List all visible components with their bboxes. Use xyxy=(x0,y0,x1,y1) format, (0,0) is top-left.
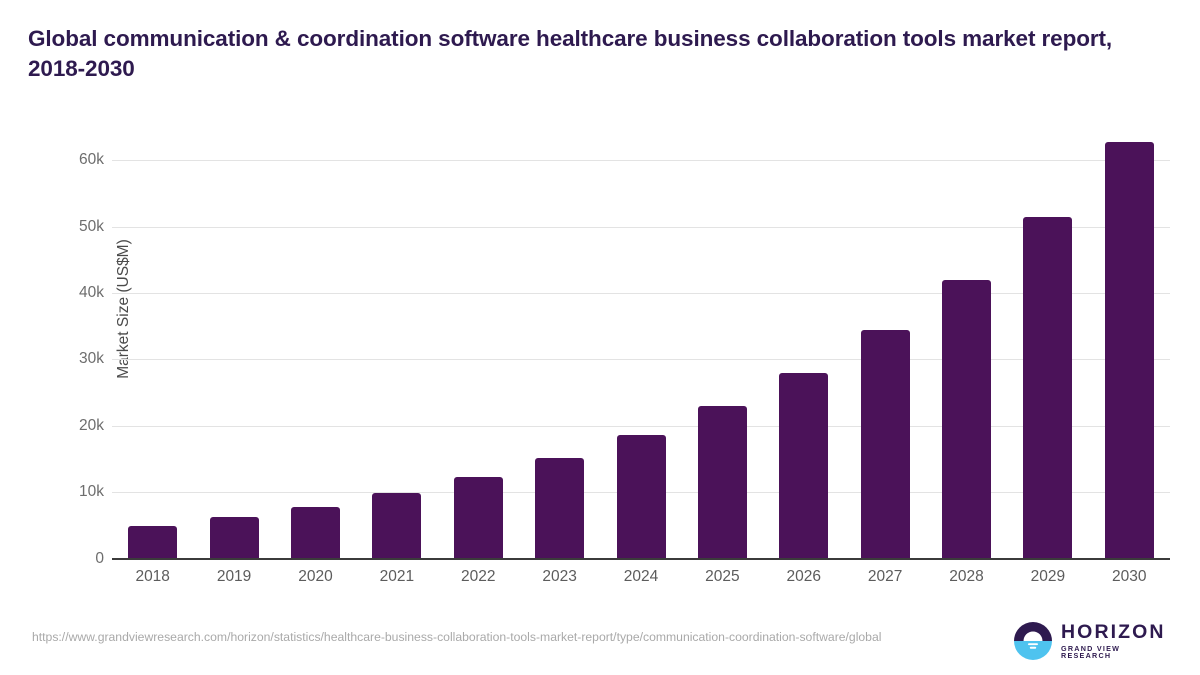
bar[interactable] xyxy=(453,476,503,559)
y-axis-tick-label: 0 xyxy=(95,549,104,567)
x-axis-tick-label: 2027 xyxy=(867,568,903,585)
bar[interactable] xyxy=(860,330,910,559)
x-axis-tick-label: 2024 xyxy=(623,568,659,585)
logo-name: HORIZON xyxy=(1061,620,1166,643)
x-axis-tick-label: 2023 xyxy=(542,568,577,585)
y-axis-tick-label: 60k xyxy=(79,151,104,169)
bar[interactable] xyxy=(942,280,992,559)
bar[interactable] xyxy=(128,525,178,559)
chart-title: Global communication & coordination soft… xyxy=(28,26,1113,81)
bar[interactable] xyxy=(616,435,666,559)
y-axis-tick-label: 10k xyxy=(79,483,104,501)
bar[interactable] xyxy=(372,492,422,559)
y-axis-tick-label: 20k xyxy=(79,416,104,434)
bar[interactable] xyxy=(290,506,340,559)
gridline xyxy=(112,292,1170,294)
logo-tagline: GRAND VIEW RESEARCH xyxy=(1061,644,1121,661)
gridline xyxy=(112,226,1170,228)
gridline xyxy=(112,160,1170,162)
x-axis-tick-label: 2025 xyxy=(705,568,740,585)
horizon-logo: HORIZON GRAND VIEW RESEARCH xyxy=(1013,619,1173,663)
x-axis-tick-label: 2030 xyxy=(1112,568,1147,585)
x-axis-tick-label: 2018 xyxy=(135,568,170,585)
bars-container xyxy=(112,100,1170,559)
gridline xyxy=(112,359,1170,361)
x-axis-tick-label: 2019 xyxy=(216,568,252,585)
x-axis-tick-label: 2021 xyxy=(379,568,415,585)
y-axis-tick-label: 30k xyxy=(79,350,104,368)
x-axis-line xyxy=(112,558,1170,560)
x-axis-tick-label: 2022 xyxy=(460,568,496,585)
y-axis-tick-label: 40k xyxy=(79,283,104,301)
y-axis-tick-labels: 0 10k 20k 30k 40k 50k 60k xyxy=(20,0,104,675)
bar[interactable] xyxy=(1023,217,1073,559)
x-axis-tick-label: 2028 xyxy=(949,568,984,585)
x-axis-tick-label: 2029 xyxy=(1030,568,1066,585)
gridline xyxy=(112,425,1170,427)
bar[interactable] xyxy=(1104,141,1154,559)
x-axis-tick-label: 2020 xyxy=(298,568,333,585)
y-axis-tick-label: 50k xyxy=(79,217,104,235)
bar[interactable] xyxy=(697,406,747,559)
bar[interactable] xyxy=(535,458,585,559)
source-url[interactable]: https://www.grandviewresearch.com/horizo… xyxy=(32,630,882,644)
bar[interactable] xyxy=(209,516,259,559)
x-axis-tick-label: 2026 xyxy=(786,568,822,585)
bar[interactable] xyxy=(779,372,829,559)
logo-wordmark: HORIZON GRAND VIEW RESEARCH xyxy=(1061,620,1173,661)
horizon-sun-icon xyxy=(1014,622,1052,660)
